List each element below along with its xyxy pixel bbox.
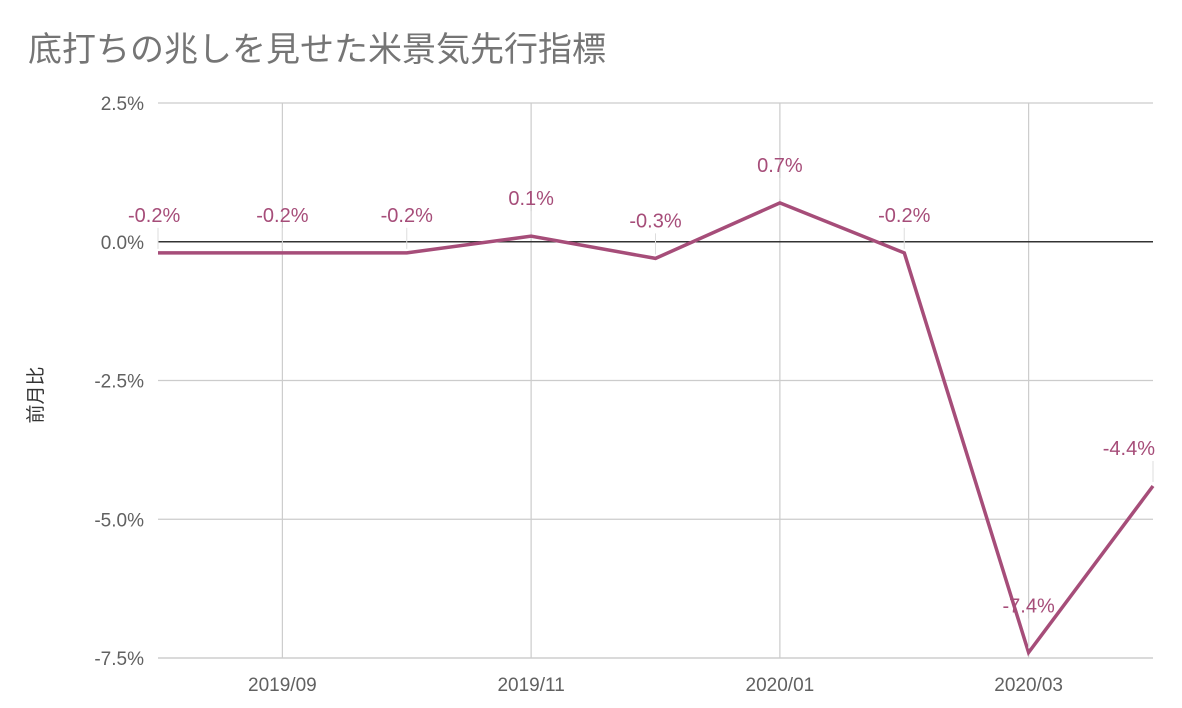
- y-axis-title: 前月比: [25, 366, 47, 423]
- data-label: -0.2%: [381, 205, 433, 227]
- x-tick-label: 2019/11: [497, 675, 564, 696]
- y-tick-label: 0.0%: [101, 233, 144, 254]
- data-labels: -0.2% -0.2% -0.2% 0.1% -0.3% 0.7% -0.2% -7.4% -4…: [128, 155, 1155, 649]
- x-tick-label: 2020/01: [746, 675, 815, 696]
- data-label: -7.4%: [1003, 595, 1055, 617]
- data-label: -0.2%: [878, 205, 930, 227]
- series-line-layer: [158, 200, 1155, 657]
- y-tick-label: -2.5%: [94, 372, 144, 393]
- data-label: 0.1%: [508, 188, 554, 210]
- y-tick-label: -5.0%: [94, 510, 144, 531]
- y-tick-label: 2.5%: [101, 94, 144, 115]
- chart-title: 底打ちの兆しを見せた米景気先行指標: [28, 30, 606, 70]
- x-tick-label: 2019/09: [248, 675, 317, 696]
- x-tick-label: 2020/03: [994, 675, 1063, 696]
- data-label: -4.4%: [1103, 438, 1155, 460]
- data-label: 0.7%: [757, 155, 803, 177]
- data-label: -0.3%: [629, 210, 681, 232]
- data-label: -0.2%: [128, 205, 180, 227]
- data-label: -0.2%: [256, 205, 308, 227]
- series-line: [158, 200, 1155, 657]
- y-tick-label: -7.5%: [94, 649, 144, 670]
- axes: 2.5% 0.0% -2.5% -5.0% -7.5% 2019/09 2019/11 202…: [94, 94, 1153, 696]
